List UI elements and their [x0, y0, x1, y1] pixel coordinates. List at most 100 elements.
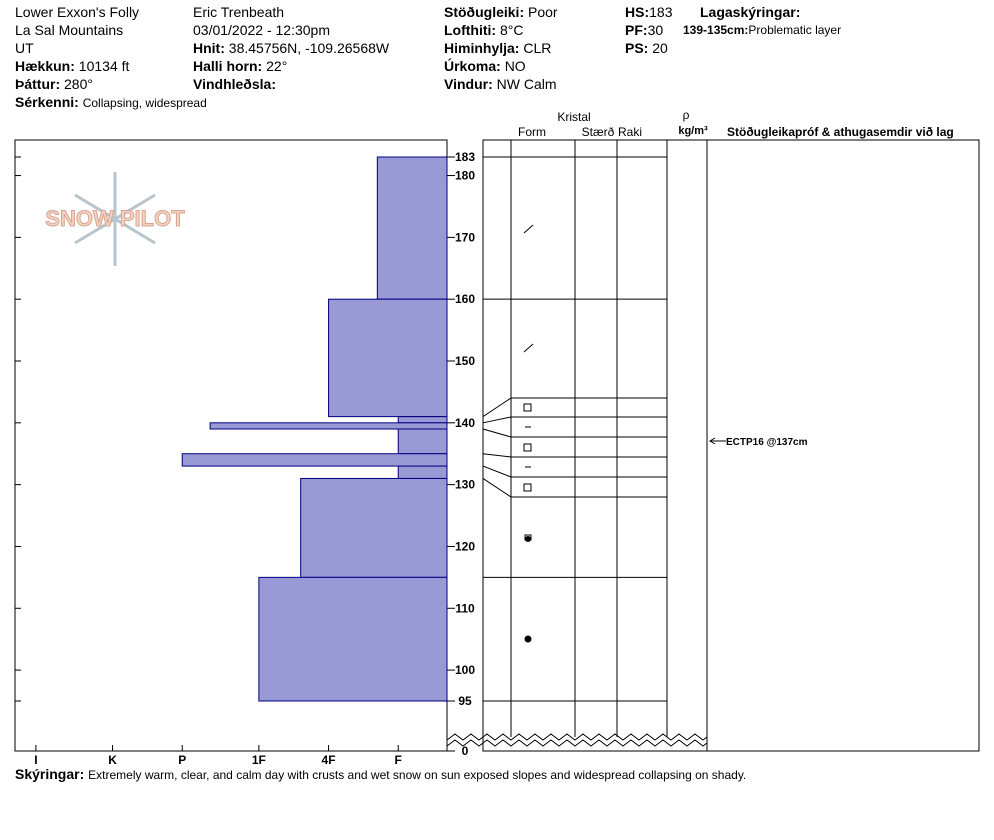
field: Sérkenni: Collapsing, widespread — [15, 93, 207, 112]
y-tick-label: 110 — [455, 601, 475, 615]
label: Vindur: — [444, 76, 493, 92]
value: 30 — [647, 22, 664, 38]
layer-boundary — [482, 416, 667, 424]
layer-bar — [209, 422, 448, 430]
x-tick-label: I — [34, 753, 37, 767]
layer-bar — [328, 298, 448, 418]
layer-boundary — [482, 465, 667, 478]
value: CLR — [523, 40, 552, 56]
snowflake-logo — [74, 172, 156, 266]
field: Hækkun: 10134 ft — [15, 57, 129, 75]
y-tick-label: 150 — [455, 354, 475, 368]
test-note: ECTP16 @137cm — [726, 437, 808, 448]
label: Skýringar: — [15, 766, 85, 782]
y-tick-label: 180 — [455, 169, 475, 183]
field: Lofthiti: 8°C — [444, 21, 523, 39]
label: Hnit: — [193, 40, 225, 56]
label: Úrkoma: — [444, 58, 501, 74]
y-tick-label: 170 — [455, 230, 475, 244]
comments: Skýringar: Extremely warm, clear, and ca… — [15, 765, 746, 784]
legend-title: Lagaskýringar: — [700, 4, 801, 20]
layer-boundary — [482, 397, 667, 418]
layer-bar — [397, 428, 448, 455]
table-columns — [510, 140, 708, 751]
layer-bar — [397, 465, 448, 479]
label: Sérkenni: — [15, 94, 79, 110]
col-header: kg/m³ — [678, 125, 708, 137]
test-arrow — [709, 437, 716, 445]
col-header: ρ — [683, 108, 690, 122]
label: Hækkun: — [15, 58, 75, 74]
label: Stöðugleiki: — [444, 4, 525, 20]
x-tick-label: K — [108, 753, 117, 767]
field: PS: 20 — [625, 39, 668, 57]
field: Þáttur: 280° — [15, 75, 93, 93]
axis-break — [446, 733, 708, 741]
site: Lower Exxon's Folly — [15, 4, 140, 20]
field: Úrkoma: NO — [444, 57, 526, 75]
label: Vindhleðsla: — [193, 76, 276, 92]
datetime: 03/01/2022 - 12:30pm — [193, 22, 330, 38]
label: HS: — [625, 4, 650, 20]
value: 22° — [266, 58, 288, 74]
x-tick-label: P — [178, 753, 186, 767]
y-tick-label: 120 — [455, 539, 475, 553]
y-tick-label: 0 — [462, 744, 469, 758]
label: Himinhylja: — [444, 40, 520, 56]
field: Vindur: NW Calm — [444, 75, 557, 93]
label: Þáttur: — [15, 76, 61, 92]
field: Stöðugleiki: Poor — [444, 3, 558, 21]
layer-boundary — [482, 428, 667, 438]
grain-symbols — [523, 224, 534, 643]
observer: Eric Trenbeath — [193, 4, 285, 20]
axis-break — [446, 739, 708, 747]
value: Poor — [528, 4, 558, 20]
field: HS:183 — [625, 3, 672, 21]
value: Problematic layer — [748, 23, 842, 37]
col-header: Form — [518, 125, 546, 139]
field: Himinhylja: CLR — [444, 39, 551, 57]
value: 10134 ft — [78, 58, 130, 74]
col-header: Raki — [618, 125, 642, 139]
layer-boundary — [482, 478, 667, 498]
layer-bar — [397, 416, 448, 424]
layer-bar — [258, 576, 448, 702]
value: Collapsing, widespread — [82, 96, 207, 110]
value: 8°C — [499, 22, 524, 38]
y-tick-label: 183 — [455, 150, 475, 164]
value: 183 — [649, 4, 673, 20]
field: Vindhleðsla: — [193, 75, 276, 93]
y-tick-label: 160 — [455, 292, 475, 306]
label: 139-135cm: — [683, 23, 749, 37]
x-tick-label: 4F — [322, 753, 336, 767]
y-tick-label: 130 — [455, 478, 475, 492]
layer-boundary — [482, 453, 667, 458]
value: 20 — [652, 40, 668, 56]
field: Hnit: 38.45756N, -109.26568W — [193, 39, 389, 57]
legend-item: 139-135cm:Problematic layer — [683, 21, 841, 39]
y-tick-label: 140 — [455, 416, 475, 430]
value: Extremely warm, clear, and calm day with… — [88, 768, 747, 782]
x-tick-label: 1F — [252, 753, 266, 767]
field: PF:30 — [625, 21, 663, 39]
logo: SNOW PILOT — [45, 206, 185, 231]
layer-bar — [376, 156, 448, 300]
layer-bar — [300, 477, 448, 578]
y-tick-label: 100 — [455, 663, 475, 677]
value: NW Calm — [496, 76, 557, 92]
label: Halli horn: — [193, 58, 263, 74]
col-header: Kristal — [557, 110, 590, 124]
range: La Sal Mountains — [15, 22, 124, 38]
col-header: Stöðugleikapróf & athugasemdir við lag — [727, 125, 954, 139]
state: UT — [15, 40, 34, 56]
field: Halli horn: 22° — [193, 57, 287, 75]
value: NO — [504, 58, 526, 74]
label: PF: — [625, 22, 648, 38]
table-frame — [482, 139, 980, 752]
label: PS: — [625, 40, 649, 56]
layer-bar — [181, 453, 448, 467]
y-tick-label: 95 — [458, 694, 472, 708]
col-header: Stærð — [582, 125, 615, 139]
